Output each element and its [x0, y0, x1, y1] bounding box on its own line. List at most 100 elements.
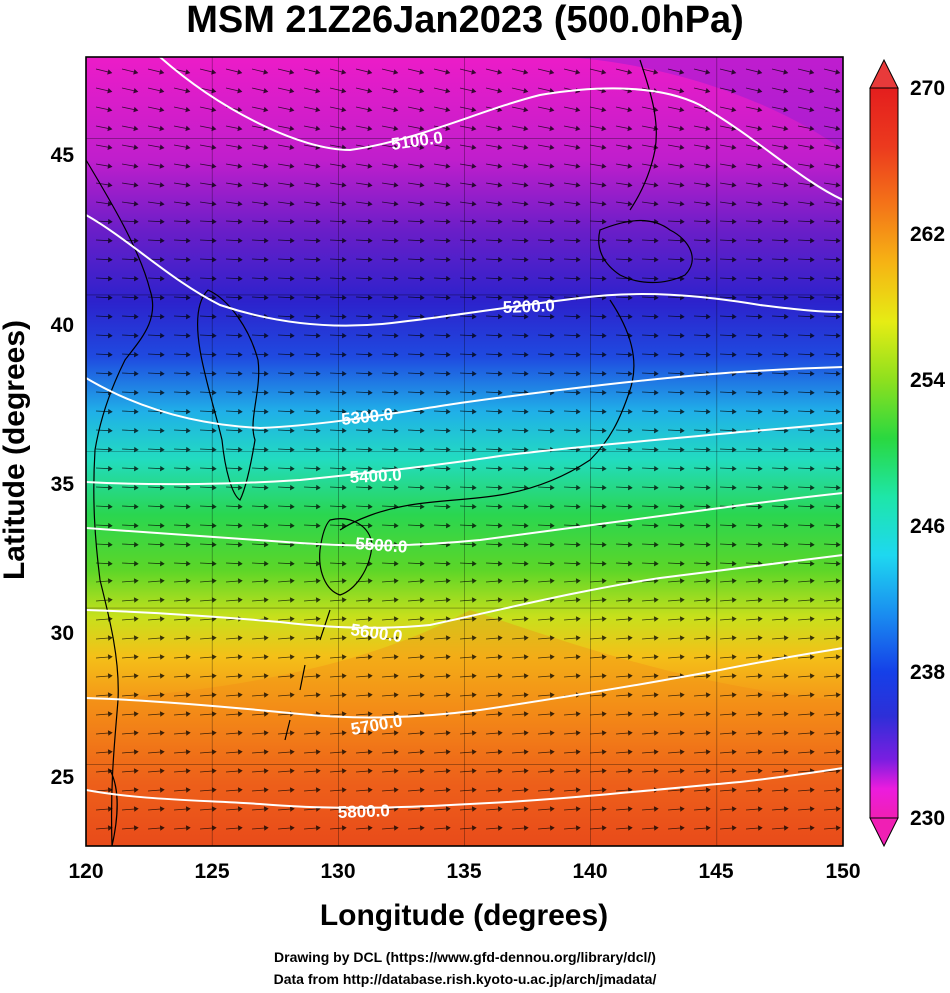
wind-vector-head — [107, 69, 113, 75]
wind-vector-head — [159, 635, 165, 641]
wind-vector-head — [393, 597, 399, 603]
wind-vector-head — [290, 389, 295, 396]
wind-vector-head — [133, 144, 139, 150]
wind-vector-head — [263, 200, 269, 207]
wind-vector-head — [290, 275, 295, 282]
plot-frame — [85, 56, 844, 847]
wind-vector-head — [472, 408, 477, 415]
wind-vector-head — [809, 635, 815, 641]
wind-vector-head — [290, 446, 295, 453]
wind-vector-head — [654, 351, 659, 358]
wind-vector-head — [263, 106, 269, 113]
wind-vector-head — [368, 313, 373, 320]
wind-vector-head — [549, 673, 555, 679]
wind-vector-head — [107, 711, 113, 717]
wind-vector-head — [601, 163, 607, 169]
wind-vector-head — [809, 163, 815, 169]
wind-vector-head — [263, 711, 269, 717]
wind-vector-head — [835, 825, 841, 831]
wind-vector-head — [757, 806, 763, 812]
wind-vector-head — [523, 825, 529, 831]
wind-vector-head — [368, 427, 373, 434]
wind-vector-head — [263, 806, 269, 812]
wind-vector-head — [108, 256, 113, 263]
wind-vector-head — [237, 597, 243, 603]
wind-vector-head — [576, 427, 581, 434]
x-tick-label: 145 — [698, 860, 733, 883]
wind-vector-head — [679, 578, 685, 584]
wind-vector-head — [263, 825, 269, 831]
wind-vector-head — [653, 635, 659, 641]
wind-vector-head — [186, 370, 191, 377]
wind-vector-head — [186, 218, 191, 225]
wind-vector-head — [419, 69, 425, 75]
wind-vector-head — [653, 768, 659, 774]
wind-vector-head — [393, 182, 399, 188]
wind-vector-head — [731, 88, 737, 94]
wind-vector-head — [445, 597, 451, 603]
wind-vector-head — [627, 806, 633, 812]
wind-vector-head — [264, 218, 269, 225]
wind-vector-head — [835, 768, 841, 774]
wind-vector-head — [576, 218, 581, 225]
wind-vector-head — [471, 711, 477, 717]
wind-vector-head — [758, 294, 763, 301]
wind-vector-head — [602, 370, 607, 377]
wind-vector-head — [367, 125, 373, 132]
wind-vector-head — [783, 125, 789, 132]
wind-vector-head — [108, 218, 113, 225]
wind-vector-head — [602, 237, 607, 244]
wind-vector-head — [602, 332, 607, 339]
wind-vector-head — [472, 484, 477, 491]
wind-vector-head — [445, 106, 451, 113]
wind-vector-head — [835, 163, 841, 169]
wind-vector-head — [784, 503, 789, 510]
wind-vector-head — [654, 294, 659, 301]
wind-vector-head — [393, 88, 399, 94]
wind-vector-head — [420, 408, 425, 415]
wind-vector-head — [394, 560, 399, 567]
wind-vector-head — [653, 182, 659, 188]
wind-vector-head — [784, 465, 789, 472]
wind-vector-head — [601, 654, 607, 660]
wind-vector-head — [394, 237, 399, 244]
wind-vector-head — [393, 106, 399, 113]
wind-vector-head — [783, 200, 789, 207]
wind-vector-head — [757, 106, 763, 113]
wind-vector-head — [472, 218, 477, 225]
wind-vector-head — [523, 200, 529, 207]
wind-vector-head — [212, 446, 217, 453]
wind-vector-head — [133, 69, 139, 75]
wind-vector-head — [134, 560, 139, 567]
height-contour-line — [86, 422, 843, 486]
wind-vector-head — [601, 692, 607, 698]
wind-vector-head — [809, 806, 815, 812]
wind-vector-head — [367, 597, 373, 603]
wind-vector-head — [290, 560, 295, 567]
wind-vector-head — [679, 597, 685, 603]
wind-vector-head — [341, 635, 347, 641]
wind-vector-head — [576, 465, 581, 472]
wind-vector-head — [809, 673, 815, 679]
wind-vector-head — [705, 711, 711, 717]
wind-vector-head — [783, 182, 789, 188]
wind-vector-head — [368, 560, 373, 567]
wind-vector-head — [680, 332, 685, 339]
wind-vector-head — [316, 522, 321, 529]
wind-vector-head — [211, 806, 217, 812]
wind-vector-head — [108, 332, 113, 339]
wind-vector-head — [679, 69, 685, 75]
wind-vector-head — [809, 730, 815, 736]
wind-vector-head — [576, 237, 581, 244]
wind-vector-head — [550, 351, 555, 358]
wind-vector-head — [212, 256, 217, 263]
wind-vector-head — [133, 749, 139, 755]
wind-vector-head — [549, 635, 555, 641]
wind-vector-head — [264, 503, 269, 510]
wind-vector-head — [706, 560, 711, 567]
wind-vector-head — [732, 218, 737, 225]
wind-vector-head — [186, 522, 191, 529]
wind-vector-head — [758, 484, 763, 491]
wind-vector-head — [315, 88, 321, 94]
wind-vector-head — [185, 825, 191, 831]
